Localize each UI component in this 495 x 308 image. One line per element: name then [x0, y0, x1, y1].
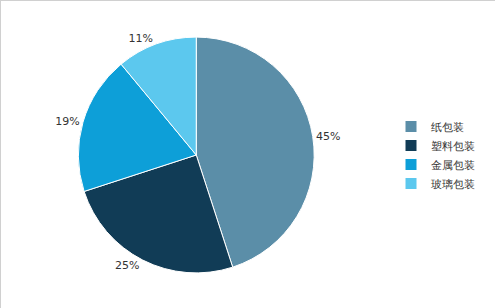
- svg-text:纸包装: 纸包装: [431, 121, 464, 134]
- svg-text:11%: 11%: [129, 32, 153, 45]
- svg-text:玻璃包装: 玻璃包装: [431, 178, 475, 191]
- svg-text:塑料包装: 塑料包装: [431, 140, 475, 153]
- svg-text:45%: 45%: [316, 130, 340, 143]
- svg-text:25%: 25%: [115, 259, 139, 272]
- svg-text:金属包装: 金属包装: [431, 159, 475, 172]
- svg-text:19%: 19%: [55, 115, 79, 128]
